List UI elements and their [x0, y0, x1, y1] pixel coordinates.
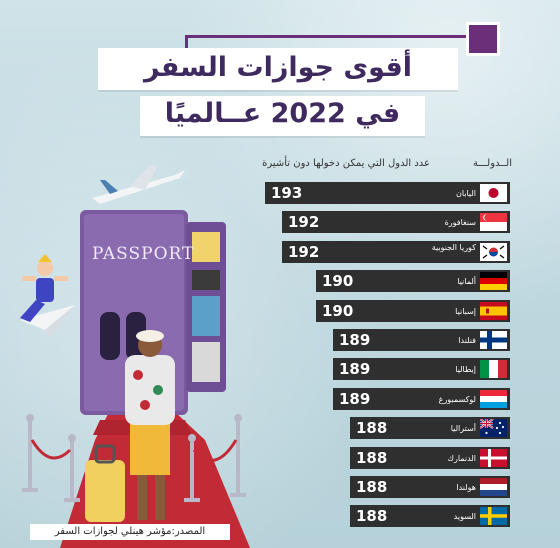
denmark-flag-icon [480, 448, 507, 467]
italy-flag-icon [480, 360, 507, 379]
bar-row: 189 لوكسمبورغ [333, 387, 510, 410]
bar [316, 270, 510, 293]
bar-value-label: 188 [356, 448, 388, 467]
passport-label: PASSPORT [92, 244, 195, 264]
bar-row: 193 اليابان [265, 182, 510, 204]
bar-value-label: 192 [288, 242, 320, 261]
count-column-header: عدد الدول التي يمكن دخولها دون تأشيرة [262, 158, 430, 169]
bar-svg [350, 417, 510, 440]
bar-svg [316, 270, 510, 293]
south-korea-flag-icon [480, 242, 507, 261]
bar [350, 417, 510, 440]
bar-svg [333, 329, 510, 351]
source-note: المصدر:مؤشر هينلي لجوازات السفر [30, 524, 230, 540]
bar-value-label: 192 [288, 213, 320, 232]
bar-value-label: 189 [339, 389, 371, 408]
title-line-2: في 2022 عــالميًا [164, 98, 401, 129]
finland-flag-icon [480, 331, 507, 349]
bar-value-label: 188 [356, 507, 388, 526]
bar [282, 211, 510, 234]
spain-flag-icon [480, 301, 507, 320]
title-band-1 [98, 48, 458, 90]
bar [350, 476, 510, 498]
country-label: السويد [453, 512, 476, 522]
country-label: أستراليا [450, 424, 476, 434]
travel-illustration [20, 165, 250, 548]
bar-row: 192 سنغافورة [282, 211, 510, 234]
country-column-header: الــدولـــة [473, 158, 512, 169]
bar-value-label: 190 [322, 301, 354, 320]
country-label: اليابان [455, 189, 476, 198]
bar-svg [350, 446, 510, 469]
germany-flag-icon [480, 272, 507, 291]
bar-value-label: 193 [271, 184, 303, 202]
bar [350, 505, 510, 528]
bar [316, 299, 510, 322]
country-label: إسبانيا [455, 306, 476, 316]
bar-value-label: 189 [339, 331, 371, 349]
country-label: سنغافورة [444, 218, 476, 228]
bar-row: 188 السويد [350, 505, 510, 528]
decorative-corner-square [466, 22, 500, 56]
title-line-1: أقوى جوازات السفر [143, 52, 413, 83]
bar-row: 192 كوريا الجنوبية [282, 240, 510, 263]
bar-svg [350, 505, 510, 528]
country-label: إيطاليا [455, 365, 476, 375]
country-label: لوكسمبورغ [438, 394, 476, 404]
bar-svg [333, 358, 510, 381]
bar-row: 188 الدنمارك [350, 446, 510, 469]
bar [333, 387, 510, 410]
bar [333, 358, 510, 381]
country-label: ألمانيا [457, 277, 476, 287]
bar [265, 182, 510, 204]
country-label: هولندا [456, 483, 476, 492]
country-label: كوريا الجنوبية [431, 242, 476, 252]
bar-value-label: 189 [339, 360, 371, 379]
netherlands-flag-icon [480, 478, 507, 496]
bar-svg [316, 299, 510, 322]
bar-svg [282, 211, 510, 234]
decorative-line-top [185, 35, 485, 38]
bar [333, 329, 510, 351]
bar-svg [265, 182, 510, 204]
bar-value-label: 190 [322, 272, 354, 291]
bar-value-label: 188 [356, 419, 388, 438]
bar [350, 446, 510, 469]
japan-flag-icon [480, 184, 507, 202]
bar-row: 190 إسبانيا [316, 299, 510, 322]
bar-svg [350, 476, 510, 498]
singapore-flag-icon [480, 213, 507, 232]
luxembourg-flag-icon [480, 389, 507, 408]
bar [282, 240, 510, 263]
bar-svg [282, 240, 510, 263]
bar-row: 189 فنلندا [333, 329, 510, 351]
bar-row: 189 إيطاليا [333, 358, 510, 381]
title-band-2 [140, 96, 425, 136]
bar-svg [333, 387, 510, 410]
bar-row: 188 أستراليا [350, 417, 510, 440]
bar-row: 188 هولندا [350, 476, 510, 498]
sweden-flag-icon [480, 507, 507, 526]
australia-flag-icon [480, 419, 507, 438]
country-label: فنلندا [458, 336, 476, 345]
bar-value-label: 188 [356, 478, 388, 496]
country-label: الدنمارك [447, 453, 476, 463]
bar-row: 190 ألمانيا [316, 270, 510, 293]
